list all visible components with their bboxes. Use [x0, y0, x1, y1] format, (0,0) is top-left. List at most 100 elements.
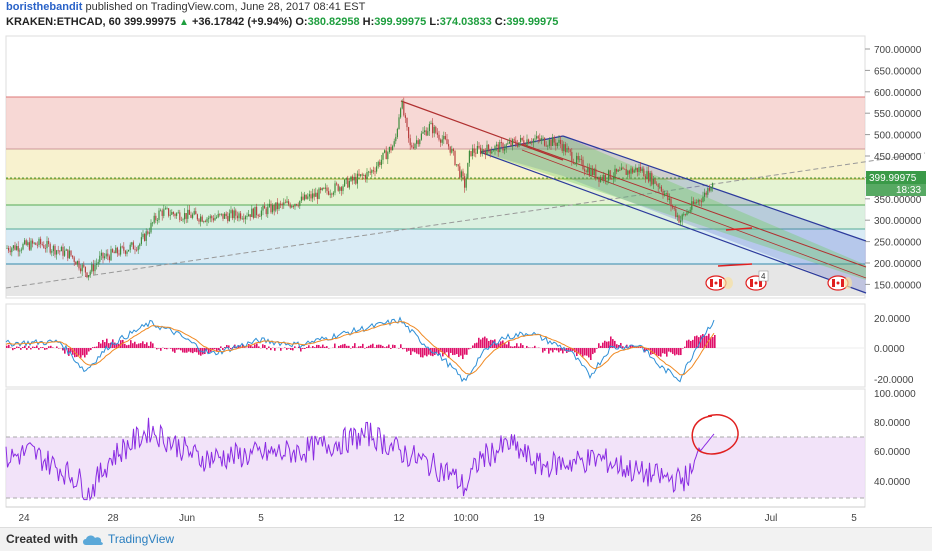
candle-body [21, 250, 22, 251]
histogram-bar [342, 344, 344, 348]
histogram-bar [662, 348, 664, 353]
candle-body [206, 219, 207, 222]
candle-body [646, 171, 647, 179]
histogram-bar [52, 347, 54, 348]
candle-body [590, 168, 591, 175]
candle-body [115, 248, 116, 253]
candle-body [318, 188, 319, 198]
candle-body [485, 151, 486, 155]
histogram-bar [510, 346, 512, 348]
histogram-bar [534, 346, 536, 348]
candle-body [373, 170, 374, 171]
candle-body [418, 140, 419, 144]
histogram-bar [328, 348, 330, 349]
candle-body [525, 144, 526, 145]
candle-body [125, 251, 126, 254]
histogram-bar [84, 348, 86, 357]
candle-body [133, 242, 134, 249]
event-flag-icon[interactable] [828, 276, 852, 290]
candle-body [38, 239, 39, 245]
candle-body [653, 179, 654, 185]
candle-body [706, 193, 707, 195]
candle-body [32, 241, 33, 244]
candle-body [496, 144, 497, 146]
chart-canvas[interactable]: 4 700.00000650.00000600.00000550.0000050… [0, 0, 932, 527]
histogram-bar [6, 346, 8, 348]
histogram-bar [446, 348, 448, 352]
macd-pane[interactable] [6, 304, 865, 387]
price-axis[interactable]: 700.00000650.00000600.00000550.00000500.… [865, 45, 922, 291]
tradingview-brand-link[interactable]: TradingView [108, 532, 174, 546]
candle-body [406, 118, 407, 127]
candle-body [314, 193, 315, 196]
candle-body [395, 137, 396, 141]
histogram-bar [368, 346, 370, 348]
candle-body [470, 151, 471, 156]
candle-body [190, 215, 191, 218]
histogram-bar [412, 348, 414, 351]
candle-body [507, 143, 508, 144]
price-axis-label: 150.00000 [874, 280, 922, 291]
candle-body [381, 160, 382, 165]
candle-body [549, 140, 550, 146]
histogram-bar [266, 348, 268, 349]
histogram-bar [384, 347, 386, 348]
candle-body [106, 254, 107, 257]
histogram-bar [604, 341, 606, 348]
histogram-bar [422, 348, 424, 357]
candle-body [584, 169, 585, 171]
histogram-bar [622, 346, 624, 348]
histogram-bar [696, 336, 698, 348]
macd-axis-label: 0.0000 [874, 344, 905, 355]
candle-body [504, 149, 505, 151]
histogram-bar [416, 348, 418, 354]
main-price-pane[interactable]: 4 [6, 36, 925, 298]
candle-body [702, 197, 703, 202]
candle-body [483, 149, 484, 151]
histogram-bar [350, 348, 352, 349]
candle-body [325, 188, 326, 189]
histogram-bar [36, 346, 38, 348]
candle-body [144, 234, 145, 241]
candle-body [682, 215, 683, 221]
candle-body [664, 194, 665, 196]
candle-body [450, 146, 451, 152]
rsi-axis-label: 80.0000 [874, 418, 911, 429]
histogram-bar [170, 348, 172, 349]
macd-axis[interactable]: 20.00000.0000-20.0000 [874, 314, 914, 386]
candle-body [440, 140, 441, 143]
price-axis-label: 500.00000 [874, 131, 922, 142]
candle-body [114, 252, 115, 253]
candle-body [366, 172, 367, 179]
histogram-bar [174, 348, 176, 353]
histogram-bar [484, 337, 486, 348]
candle-body [117, 248, 118, 254]
candle-body [310, 194, 311, 198]
event-flag-icon[interactable] [706, 276, 733, 290]
histogram-bar [76, 348, 78, 357]
candle-body [11, 248, 12, 252]
candle-body [632, 168, 633, 172]
histogram-bar [302, 348, 304, 349]
candle-body [613, 177, 614, 179]
candle-body [408, 127, 409, 138]
candle-body [478, 146, 479, 148]
histogram-bar [552, 348, 554, 352]
candle-body [197, 214, 198, 219]
histogram-bar [176, 348, 178, 350]
rsi-pane[interactable] [6, 389, 865, 507]
candle-body [330, 194, 331, 195]
candle-body [262, 206, 263, 211]
price-axis-label: 650.00000 [874, 66, 922, 77]
candle-body [342, 186, 343, 191]
histogram-bar [34, 347, 36, 348]
histogram-bar [82, 348, 84, 355]
histogram-bar [280, 348, 282, 351]
candle-body [574, 163, 575, 164]
histogram-bar [22, 347, 24, 348]
candle-body [70, 251, 71, 256]
candle-body [96, 263, 97, 265]
candle-body [301, 197, 302, 201]
